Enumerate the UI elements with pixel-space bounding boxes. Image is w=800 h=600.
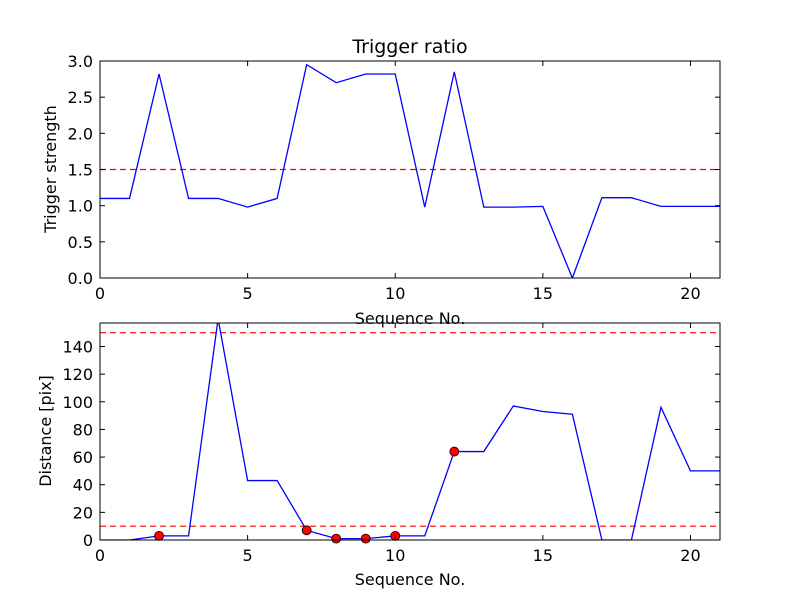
data-marker xyxy=(331,533,342,544)
x-tick-label: 15 xyxy=(533,284,553,303)
y-tick-label: 20 xyxy=(73,503,93,522)
trigger-ratio-ylabel: Trigger strength xyxy=(41,105,60,234)
y-tick-label: 120 xyxy=(62,365,93,384)
plot-frame xyxy=(99,322,721,541)
trigger-ratio-title: Trigger ratio xyxy=(351,36,467,58)
x-tick-label: 5 xyxy=(243,546,253,565)
y-tick-label: 1.5 xyxy=(68,161,93,180)
x-tick-label: 10 xyxy=(385,284,405,303)
series-line-0 xyxy=(100,323,720,540)
trigger-ratio-xlabel: Sequence No. xyxy=(355,309,466,328)
y-tick-label: 0.0 xyxy=(68,269,93,288)
x-tick-label: 5 xyxy=(243,284,253,303)
x-tick-label: 0 xyxy=(95,546,105,565)
y-tick-label: 2.0 xyxy=(68,124,93,143)
x-tick-label: 10 xyxy=(385,546,405,565)
trigger-ratio-plot: Trigger ratio Trigger strength Sequence … xyxy=(41,36,721,328)
distance-plot: Distance [pix] Sequence No. 0 5 10 15 20 0 20 4… xyxy=(36,322,721,589)
x-tick-label: 15 xyxy=(533,546,553,565)
y-tick-label: 0.5 xyxy=(68,233,93,252)
data-marker xyxy=(301,525,312,536)
y-tick-label: 100 xyxy=(62,393,93,412)
x-tick-label: 0 xyxy=(95,284,105,303)
y-tick-label: 0 xyxy=(83,531,93,550)
x-tick-label: 20 xyxy=(680,546,700,565)
series-line-0 xyxy=(100,63,720,278)
y-tick-label: 2.5 xyxy=(68,88,93,107)
x-tick-label: 20 xyxy=(680,284,700,303)
data-marker xyxy=(449,446,460,457)
y-tick-label: 80 xyxy=(73,420,93,439)
y-tick-label: 60 xyxy=(73,448,93,467)
data-marker xyxy=(360,533,371,544)
y-tick-label: 40 xyxy=(73,476,93,495)
y-tick-label: 3.0 xyxy=(68,52,93,71)
y-tick-label: 1.0 xyxy=(68,197,93,216)
distance-xlabel: Sequence No. xyxy=(355,570,466,589)
y-tick-label: 140 xyxy=(62,337,93,356)
distance-ylabel: Distance [pix] xyxy=(36,375,55,487)
data-marker xyxy=(154,530,164,541)
